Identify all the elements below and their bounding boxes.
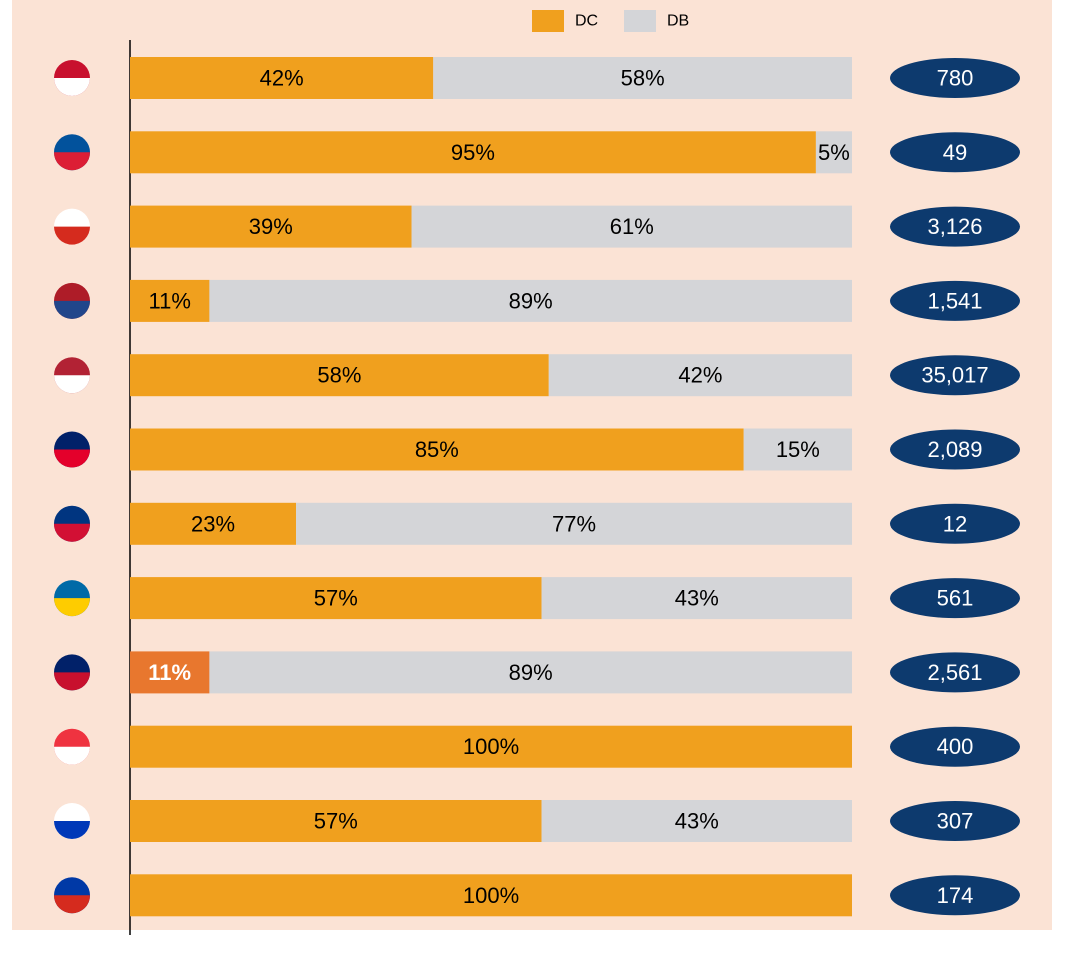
- legend-label: DC: [575, 13, 598, 30]
- data-label: 100%: [463, 883, 519, 908]
- legend-swatch: [624, 10, 656, 32]
- flag-icon: [54, 375, 90, 394]
- bar-segment: [411, 205, 852, 248]
- total-badge: [890, 578, 1020, 619]
- data-label: 89%: [509, 288, 553, 313]
- total-label: 2,561: [927, 660, 982, 685]
- total-label: 400: [937, 734, 974, 759]
- data-label: 11%: [148, 660, 191, 685]
- data-label: 58%: [621, 66, 665, 91]
- flag-icon: [54, 523, 90, 542]
- total-badge: [890, 875, 1020, 916]
- total-label: 307: [937, 809, 974, 834]
- data-label: 43%: [675, 809, 719, 834]
- total-label: 35,017: [921, 363, 988, 388]
- data-label: 95%: [451, 140, 495, 165]
- flag-icon: [54, 78, 90, 96]
- total-badge: [890, 503, 1020, 544]
- data-label: 61%: [610, 214, 654, 239]
- total-label: 780: [937, 66, 974, 91]
- total-badge: [890, 429, 1020, 470]
- data-label: 43%: [675, 586, 719, 611]
- flag-icon: [54, 226, 90, 245]
- bar-segment: [209, 279, 853, 322]
- data-label: 100%: [463, 734, 519, 759]
- bar-segment: [130, 57, 434, 99]
- bar-segment: [130, 651, 210, 694]
- total-badge: [890, 132, 1020, 173]
- data-label: 5%: [818, 140, 850, 165]
- flag-icon: [54, 598, 90, 617]
- legend-swatch: [532, 10, 564, 32]
- bar-segment: [130, 428, 744, 471]
- total-badge: [890, 280, 1020, 321]
- legend-label: DB: [667, 13, 689, 30]
- data-label: 15%: [776, 437, 820, 462]
- data-label: 77%: [552, 511, 596, 536]
- flag-icon: [54, 449, 90, 468]
- flag-icon: [54, 895, 90, 914]
- data-label: 39%: [249, 214, 293, 239]
- data-label: 57%: [314, 586, 358, 611]
- flag-icon: [54, 821, 90, 839]
- total-badge: [890, 355, 1020, 396]
- data-label: 23%: [191, 511, 235, 536]
- bar-segment: [130, 131, 816, 174]
- data-label: 58%: [317, 363, 361, 388]
- data-label: 57%: [314, 809, 358, 834]
- total-badge: [890, 206, 1020, 247]
- bar-segment: [296, 502, 852, 545]
- bar-segment: [548, 354, 852, 397]
- total-badge: [890, 801, 1020, 841]
- total-label: 1,541: [927, 288, 982, 313]
- bar-segment: [541, 800, 852, 842]
- bar-segment: [743, 428, 852, 471]
- bar-segment: [130, 725, 852, 768]
- bar-segment: [130, 502, 297, 545]
- data-label: 11%: [149, 288, 191, 313]
- bar-segment: [541, 577, 852, 620]
- total-label: 3,126: [927, 214, 982, 239]
- bar-segment: [130, 205, 412, 248]
- total-badge: [890, 726, 1020, 767]
- flag-icon: [54, 672, 90, 691]
- bar-segment: [130, 874, 852, 917]
- flag-icon: [54, 746, 90, 765]
- total-badge: [890, 652, 1020, 693]
- flag-icon: [54, 152, 90, 171]
- total-badge: [890, 58, 1020, 98]
- data-label: 85%: [415, 437, 459, 462]
- data-label: 42%: [260, 66, 304, 91]
- total-label: 49: [943, 140, 967, 165]
- total-label: 12: [943, 511, 967, 536]
- data-label: 89%: [509, 660, 553, 685]
- total-label: 174: [937, 883, 974, 908]
- total-label: 561: [937, 586, 974, 611]
- bar-segment: [130, 354, 549, 397]
- bar-segment: [130, 800, 542, 842]
- bar-segment: [433, 57, 852, 99]
- bar-segment: [130, 279, 210, 322]
- bar-segment: [209, 651, 853, 694]
- flag-icon: [54, 300, 90, 319]
- bar-segment: [815, 131, 852, 174]
- bar-segment: [130, 577, 542, 620]
- total-label: 2,089: [927, 437, 982, 462]
- data-label: 42%: [678, 363, 722, 388]
